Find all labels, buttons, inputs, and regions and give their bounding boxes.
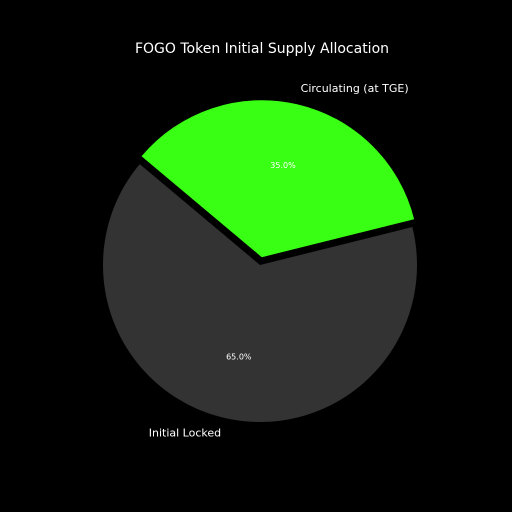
pie-slice xyxy=(103,164,418,423)
slice-label: Initial Locked xyxy=(149,426,221,439)
pct-label: 65.0% xyxy=(226,352,252,361)
pie-slice xyxy=(141,100,415,258)
pct-label: 35.0% xyxy=(270,161,296,170)
slice-label: Circulating (at TGE) xyxy=(301,82,409,95)
chart-title: FOGO Token Initial Supply Allocation xyxy=(135,41,389,57)
